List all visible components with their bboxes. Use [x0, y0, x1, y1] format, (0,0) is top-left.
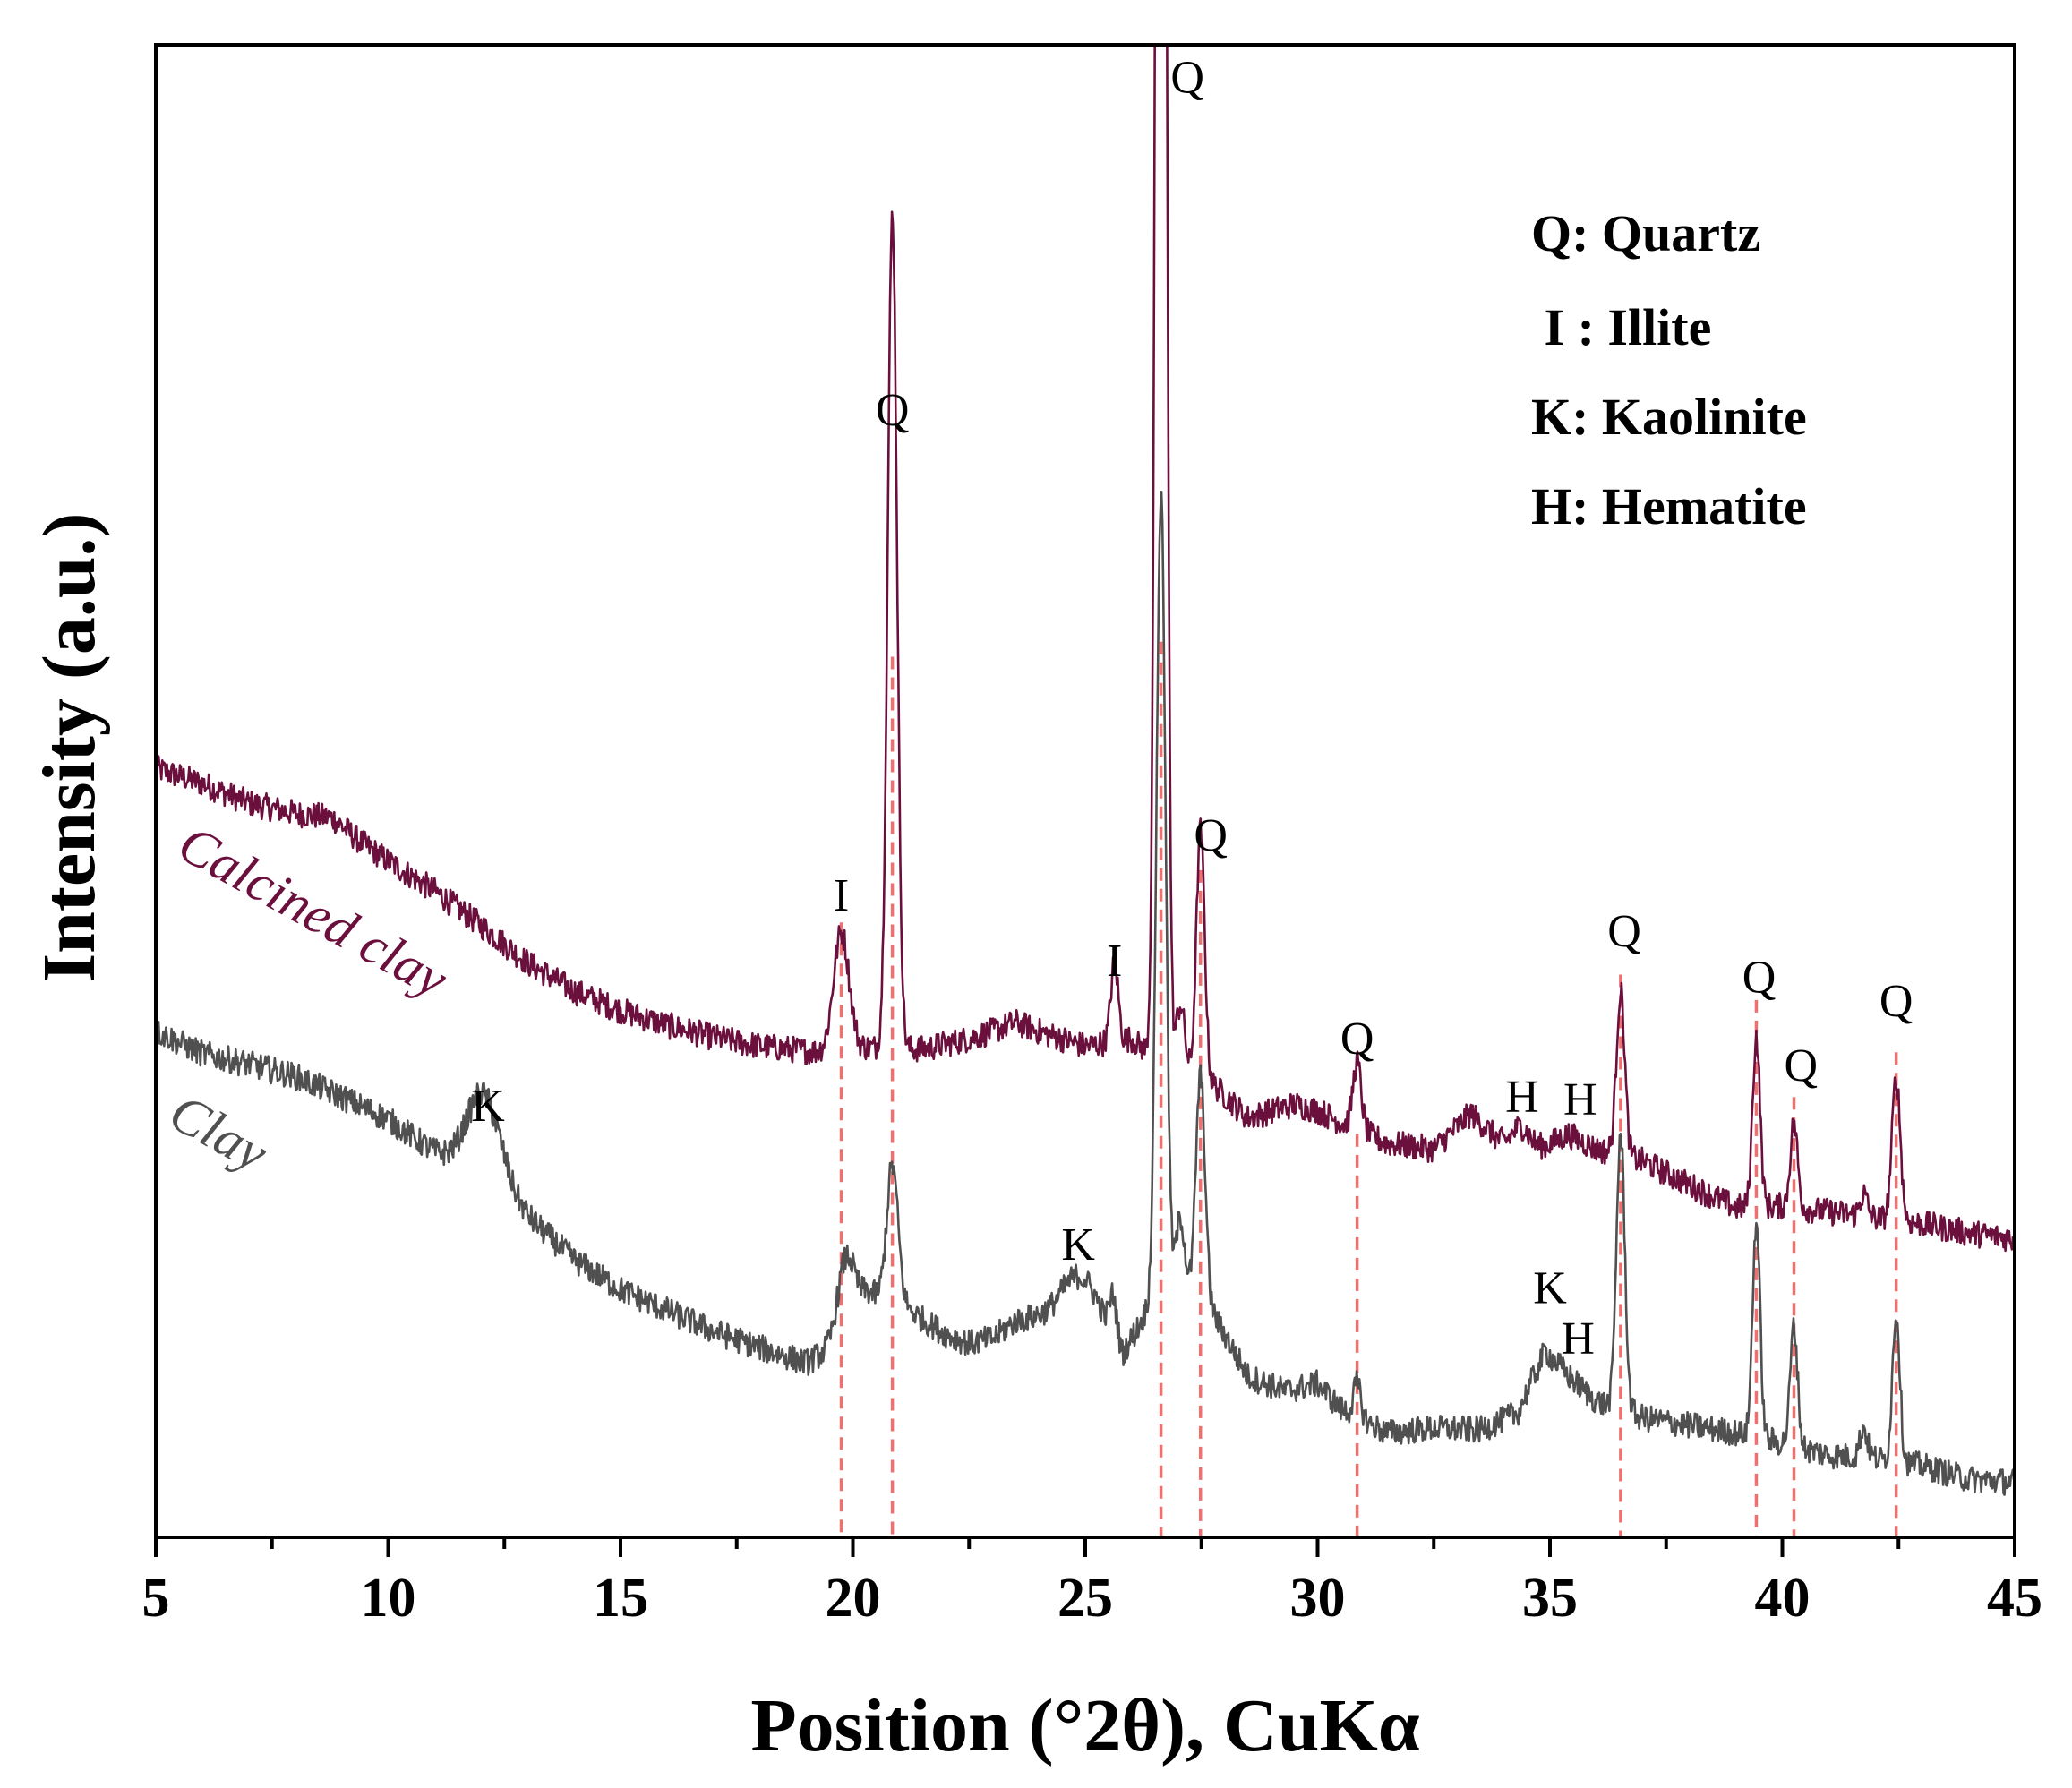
x-tick-label: 40 [1755, 1568, 1811, 1629]
y-axis-title: Intensity (a.u.) [28, 512, 111, 982]
reference-lines [839, 641, 1898, 1537]
legend-entry-kaolinite: K: Kaolinite [1531, 388, 1807, 446]
x-axis-title: Position (°2θ), CuKα [750, 1684, 1419, 1767]
peak-label: I [1107, 936, 1122, 987]
calcined-clay-series-label: Calcined clay [169, 814, 458, 1010]
x-tick-label: 10 [361, 1568, 416, 1629]
clay-series-label: Clay [160, 1082, 278, 1184]
calcined-clay-curve [156, 45, 2015, 1253]
peak-label: H [1561, 1313, 1595, 1365]
peak-label: Q [1742, 953, 1777, 1004]
peak-label: Q [876, 385, 910, 436]
peak-label: Q [1784, 1040, 1818, 1091]
peak-label: Q [1607, 906, 1641, 957]
legend: Q: Quartz I : Illite K: Kaolinite H: Hem… [1531, 204, 1807, 535]
peak-label: K [471, 1081, 505, 1132]
peak-label: Q [1170, 52, 1204, 103]
x-tick-label: 45 [1987, 1568, 2042, 1629]
peak-label: Q [1879, 976, 1914, 1027]
clay-curve [156, 490, 2015, 1496]
peak-label: H [1563, 1074, 1597, 1125]
legend-entry-hematite: H: Hematite [1531, 477, 1807, 535]
x-tick-label: 25 [1057, 1568, 1113, 1629]
peak-label: Q [1340, 1014, 1374, 1065]
peak-label: Q [1194, 810, 1228, 861]
legend-entry-quartz: Q: Quartz [1531, 204, 1760, 262]
x-tick-label: 20 [826, 1568, 881, 1629]
series-layer [156, 45, 2015, 1496]
peak-label: K [1061, 1219, 1095, 1270]
x-tick-label: 30 [1290, 1568, 1346, 1629]
peak-label: I [834, 870, 849, 921]
x-tick-label: 35 [1522, 1568, 1578, 1629]
legend-entry-illite: I : Illite [1531, 298, 1711, 356]
plot-frame [154, 43, 2016, 1539]
peak-label: H [1505, 1072, 1539, 1123]
x-axis-ticks: 5 10 15 20 25 30 35 40 45 [142, 1537, 2042, 1629]
x-tick-label: 5 [142, 1568, 170, 1629]
peak-label: K [1533, 1262, 1567, 1313]
x-tick-label: 15 [593, 1568, 648, 1629]
